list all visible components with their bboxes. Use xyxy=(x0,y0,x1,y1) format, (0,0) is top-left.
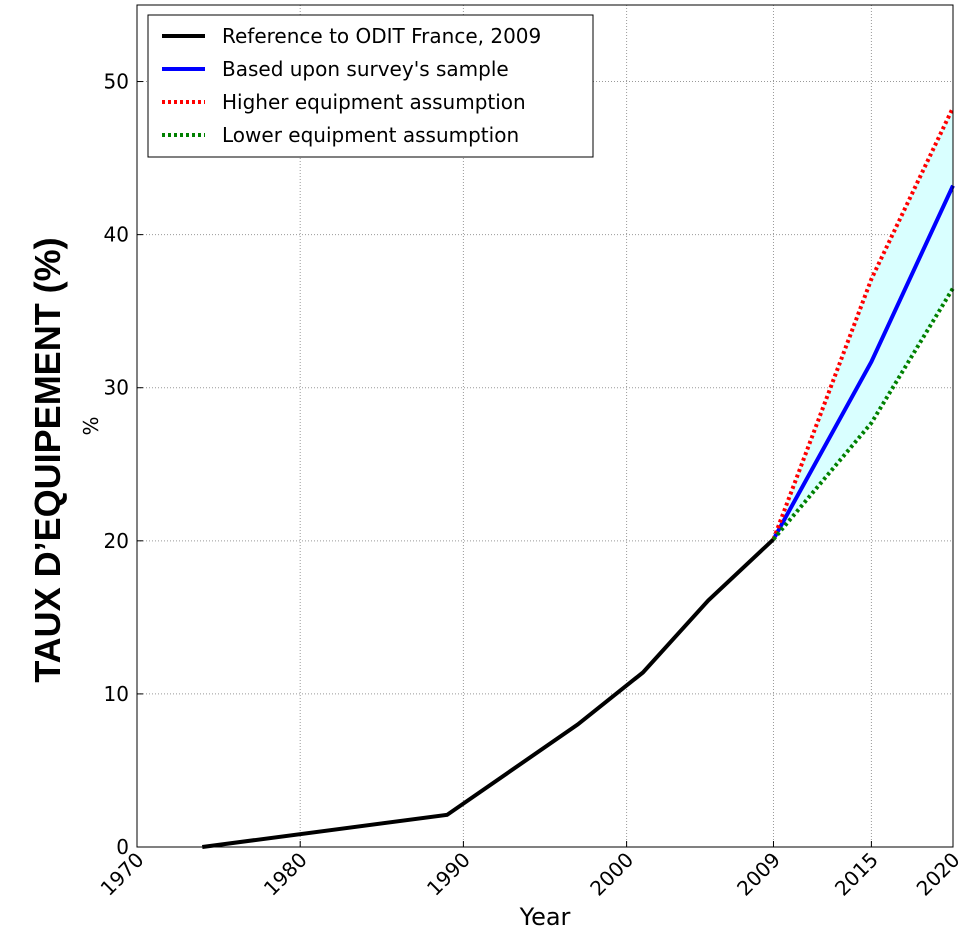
y-tick-label: 30 xyxy=(104,376,129,400)
y-tick-label: 50 xyxy=(104,70,129,94)
y-axis-label: % xyxy=(79,416,103,435)
y-tick-label: 40 xyxy=(104,223,129,247)
legend: Reference to ODIT France, 2009 Based upon… xyxy=(148,15,593,157)
x-tick-label: 1980 xyxy=(259,848,312,901)
legend-label: Based upon survey's sample xyxy=(222,57,509,81)
x-axis-label: Year xyxy=(519,903,571,931)
side-title: TAUX D’EQUIPEMENT (%) xyxy=(27,237,68,682)
x-tick-label: 2009 xyxy=(732,848,785,901)
legend-label: Higher equipment assumption xyxy=(222,90,526,114)
y-tick-label: 10 xyxy=(104,682,129,706)
x-tick-label: 2015 xyxy=(830,848,883,901)
legend-label: Reference to ODIT France, 2009 xyxy=(222,24,541,48)
chart: TAUX D’EQUIPEMENT (%) Year % 01020304050… xyxy=(0,0,971,934)
legend-label: Lower equipment assumption xyxy=(222,123,519,147)
y-tick-label: 20 xyxy=(104,529,129,553)
x-tick-label: 2000 xyxy=(585,848,638,901)
x-tick-label: 1990 xyxy=(422,848,475,901)
x-tick-label: 2020 xyxy=(912,848,965,901)
